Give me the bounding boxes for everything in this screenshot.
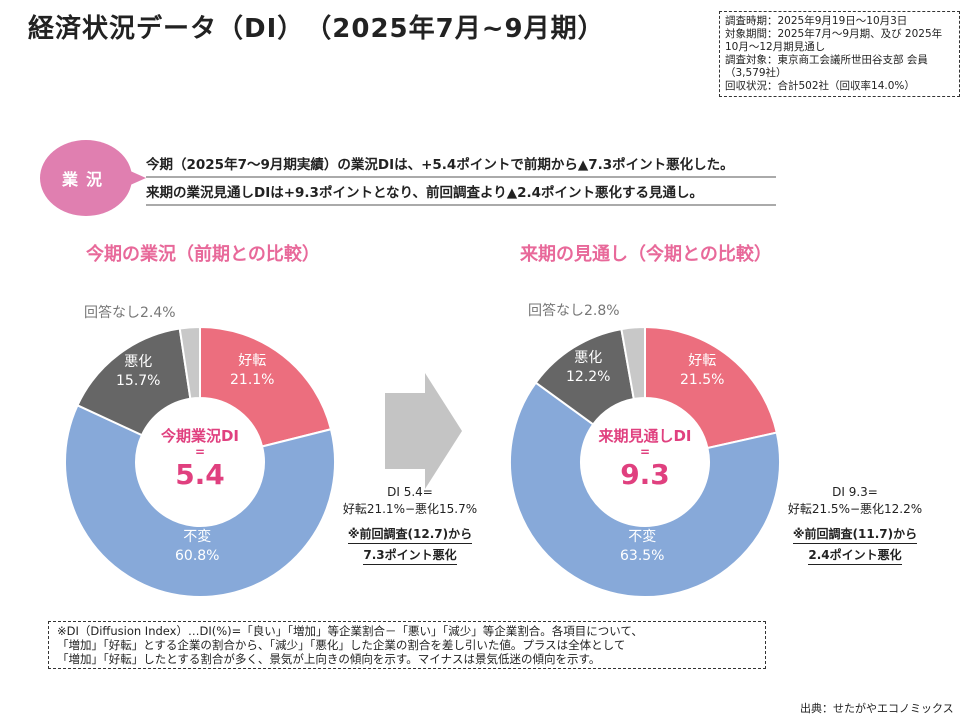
info-line: 回収状況：合計502社（回収率14.0%） (725, 80, 915, 92)
label-unchanged: 不変 63.5% (620, 529, 665, 564)
label-improved: 好転 21.5% (680, 353, 725, 388)
label-no-answer: 回答なし2.8% (528, 303, 620, 319)
footnote-line: 「増加」「好転」とする企業の割合から、「減少」「悪化」した企業の割合を差し引いた… (57, 638, 626, 652)
arrow-icon (385, 373, 462, 489)
info-line: 調査時期：2025年9月19日～10月3日 (725, 15, 908, 27)
footnote-line: ※DI（Diffusion Index）…DI(%)=「良い」「増加」等企業割合… (57, 624, 643, 638)
chart-title-current: 今期の業況（前期との比較） (86, 244, 320, 265)
info-line: 対象期間：2025年7月～9月期、及び 2025年10月～12月期見通し (725, 28, 943, 53)
footnote: ※DI（Diffusion Index）…DI(%)=「良い」「増加」等企業割合… (48, 621, 766, 669)
label-no-answer: 回答なし2.4% (84, 305, 176, 321)
donut-slice-3 (620, 325, 646, 401)
label-unchanged: 不変 60.8% (175, 529, 220, 564)
label-improved: 好転 21.1% (230, 353, 275, 388)
donut-current (64, 325, 336, 598)
survey-info-box: 調査時期：2025年9月19日～10月3日 対象期間：2025年7月～9月期、及… (719, 11, 960, 97)
label-worse: 悪化 12.2% (566, 350, 611, 385)
donut-slice-0 (199, 325, 333, 448)
source: 出典：せたがやエコノミックス (800, 702, 954, 715)
summary-line-2: 来期の業況見通しDIは+9.3ポイントとなり、前回調査より▲2.4ポイント悪化す… (146, 181, 776, 206)
donut-slice-3 (178, 325, 201, 400)
center-di-outlook: 来期見通しDI = 9.3 (598, 427, 692, 491)
page-title: 経済状況データ（DI） （2025年7月~9月期） (28, 14, 605, 44)
donut-slice-0 (644, 325, 778, 450)
note-outlook: DI 9.3= 好転21.5%−悪化12.2% ※前回調査(11.7)から 2.… (775, 484, 935, 565)
note-current: DI 5.4= 好転21.1%−悪化15.7% ※前回調査(12.7)から 7.… (335, 484, 485, 565)
label-worse: 悪化 15.7% (116, 354, 161, 389)
chart-title-outlook: 来期の見通し（今期との比較） (520, 244, 772, 265)
donut-outlook (509, 325, 781, 598)
donut-slice-1 (509, 381, 781, 598)
center-di-current: 今期業況DI = 5.4 (160, 427, 240, 491)
footnote-line: 「増加」「好転」したとする割合が多く、景気が上向きの傾向を示す。マイナスは景気低… (57, 652, 601, 666)
donut-slice-1 (64, 403, 336, 598)
info-line: 調査対象：東京商工会議所世田谷支部 会員（3,579社） (725, 54, 928, 79)
summary-badge: 業況 (40, 140, 146, 216)
summary-line-1: 今期（2025年7～9月期実績）の業況DIは、+5.4ポイントで前期から▲7.3… (146, 153, 776, 178)
